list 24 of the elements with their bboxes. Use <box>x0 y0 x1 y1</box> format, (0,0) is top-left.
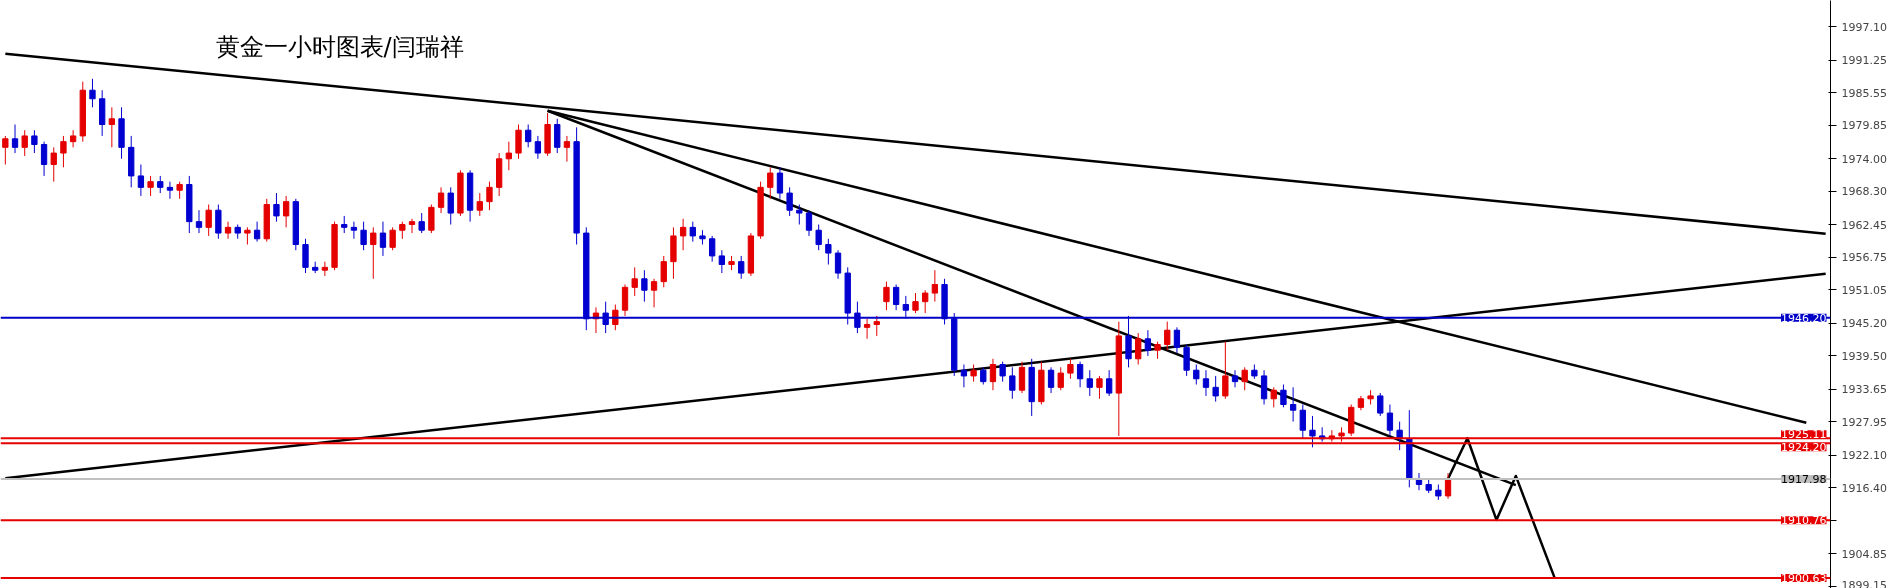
ref-line-label: 1924.20 <box>1781 441 1827 455</box>
y-tick-label: 1962.45 <box>1841 218 1887 232</box>
y-tick-label: 1985.55 <box>1841 86 1887 100</box>
ref-line-label: 1917.98 <box>1781 472 1827 486</box>
y-tick-label: 1956.75 <box>1841 251 1887 265</box>
y-tick-label: 1945.20 <box>1841 317 1887 331</box>
ref-line-label: 1900.63 <box>1781 572 1827 586</box>
y-tick-label: 1904.85 <box>1841 547 1887 561</box>
y-tick-label: 1997.10 <box>1841 20 1887 34</box>
y-tick-label: 1939.50 <box>1841 349 1887 363</box>
y-tick-label: 1979.85 <box>1841 119 1887 133</box>
y-tick-label: 1899.15 <box>1841 578 1887 588</box>
y-tick-label: 1991.25 <box>1841 54 1887 68</box>
ref-line-label: 1925.11 <box>1781 428 1827 442</box>
y-tick-label: 1927.95 <box>1841 415 1887 429</box>
ref-line-label: 1946.20 <box>1781 311 1827 325</box>
y-tick-label: 1933.65 <box>1841 383 1887 397</box>
ref-line-label: 1910.76 <box>1781 514 1827 528</box>
y-tick-label: 1974.00 <box>1841 152 1887 166</box>
y-tick-label: 1916.40 <box>1841 481 1887 495</box>
y-tick-label: 1951.05 <box>1841 283 1887 297</box>
y-tick-label: 1968.30 <box>1841 185 1887 199</box>
y-tick-label: 1922.10 <box>1841 449 1887 463</box>
text: 黄金一小时图表/闫瑞祥 <box>215 32 464 61</box>
